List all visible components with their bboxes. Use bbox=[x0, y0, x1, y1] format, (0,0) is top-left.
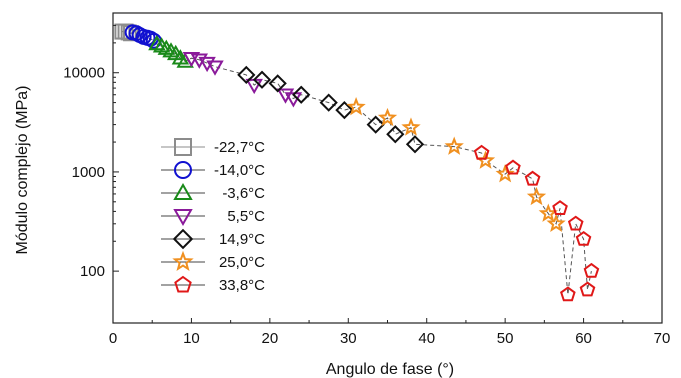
x-tick-label: 70 bbox=[654, 330, 671, 347]
data-point-6-9 bbox=[546, 213, 566, 232]
x-tick-label: 50 bbox=[497, 330, 514, 347]
data-point-5-3 bbox=[268, 74, 287, 93]
data-point-7-9 bbox=[560, 286, 576, 302]
legend-label: 33,8°C bbox=[219, 277, 265, 294]
legend-marker bbox=[174, 161, 192, 179]
legend-label: 14,9°C bbox=[219, 231, 265, 248]
legend-marker bbox=[173, 182, 193, 200]
x-tick-label: 30 bbox=[340, 330, 357, 347]
plot-area bbox=[114, 23, 600, 302]
data-point-7-4 bbox=[552, 200, 568, 215]
series-5 bbox=[237, 65, 425, 154]
data-point-7-6 bbox=[575, 230, 592, 246]
data-point-6-8 bbox=[538, 203, 558, 222]
data-point-6-1 bbox=[346, 97, 366, 116]
data-point-6-5 bbox=[475, 150, 496, 169]
legend-item-1: -22,7°C bbox=[161, 138, 265, 156]
data-point-4-4 bbox=[206, 60, 224, 76]
legend-item-7: 33,8°C bbox=[161, 275, 265, 294]
series-2 bbox=[124, 24, 162, 49]
legend-marker bbox=[172, 250, 194, 272]
data-point-6-2 bbox=[377, 107, 398, 127]
data-point-6-6 bbox=[495, 164, 515, 183]
y-tick-label: 100 bbox=[80, 263, 105, 280]
axes: 0 10 20 30 40 50 60 70 100 1000 10000 bbox=[63, 12, 671, 347]
legend-item-4: 5,5°C bbox=[161, 208, 265, 227]
legend-marker bbox=[172, 228, 194, 250]
trend-line bbox=[122, 31, 592, 295]
data-point-4-5 bbox=[245, 78, 263, 95]
legend-item-5: 14,9°C bbox=[161, 228, 265, 250]
legend-label: -14,0°C bbox=[214, 162, 265, 179]
legend-marker bbox=[174, 138, 192, 156]
legend-item-2: -14,0°C bbox=[161, 161, 265, 179]
x-tick-label: 20 bbox=[262, 330, 279, 347]
data-point-5-2 bbox=[252, 70, 272, 89]
data-point-6-3 bbox=[401, 117, 421, 136]
y-axis-title: Módulo complejo (MPa) bbox=[14, 86, 31, 255]
legend-label: 25,0°C bbox=[219, 254, 265, 271]
data-point-5-4 bbox=[292, 85, 311, 104]
data-point-7-1 bbox=[473, 144, 490, 160]
legend-item-3: -3,6°C bbox=[161, 182, 265, 202]
data-point-7-3 bbox=[524, 170, 541, 186]
y-tick-label: 1000 bbox=[72, 164, 105, 181]
legend: -22,7°C -14,0°C -3,6°C 5,5°C 14,9°C 25,0°C 33,… bbox=[161, 138, 265, 294]
legend-item-6: 25,0°C bbox=[161, 250, 265, 272]
data-point-6-7 bbox=[526, 186, 547, 206]
data-point-5-9 bbox=[405, 135, 425, 154]
data-point-5-7 bbox=[366, 115, 385, 134]
y-tick-label: 10000 bbox=[63, 65, 105, 82]
legend-marker bbox=[173, 209, 193, 227]
x-tick-label: 40 bbox=[418, 330, 435, 347]
data-point-7-7 bbox=[583, 262, 600, 278]
data-point-5-6 bbox=[335, 100, 354, 120]
series-6 bbox=[346, 97, 566, 232]
data-point-7-8 bbox=[579, 281, 596, 297]
legend-label: -22,7°C bbox=[214, 139, 265, 156]
x-tick-label: 60 bbox=[575, 330, 592, 347]
x-tick-label: 10 bbox=[183, 330, 200, 347]
data-point-7-5 bbox=[567, 215, 584, 231]
data-point-5-5 bbox=[319, 93, 338, 112]
x-tick-label: 0 bbox=[109, 330, 117, 347]
legend-label: -3,6°C bbox=[222, 185, 265, 202]
data-point-4-6 bbox=[276, 88, 295, 104]
data-point-6-4 bbox=[444, 136, 464, 155]
data-point-5-8 bbox=[386, 125, 405, 144]
x-axis-title: Angulo de fase (°) bbox=[326, 361, 454, 378]
data-point-4-3 bbox=[198, 56, 216, 73]
legend-label: 5,5°C bbox=[227, 208, 265, 225]
data-point-5-1 bbox=[237, 65, 256, 85]
legend-marker bbox=[174, 275, 192, 293]
series-7 bbox=[473, 144, 600, 302]
data-point-7-2 bbox=[505, 159, 521, 175]
